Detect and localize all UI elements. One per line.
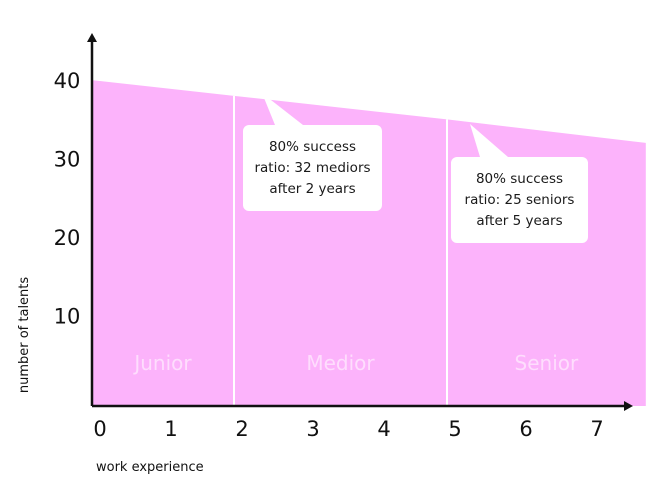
callout-line: 80% success bbox=[269, 139, 356, 155]
x-tick-label: 0 bbox=[93, 417, 106, 441]
callout-box bbox=[243, 125, 382, 211]
y-tick-label: 10 bbox=[54, 305, 81, 329]
band-label-senior: Senior bbox=[515, 351, 579, 375]
x-axis-arrow bbox=[624, 401, 633, 411]
band-label-medior: Medior bbox=[306, 351, 375, 375]
x-axis-title: work experience bbox=[96, 460, 204, 475]
y-tick-label: 30 bbox=[54, 148, 81, 172]
callout-box bbox=[451, 157, 588, 243]
callout-pointer bbox=[262, 93, 303, 125]
callout-line: after 2 years bbox=[269, 181, 355, 197]
y-axis-title: number of talents bbox=[17, 277, 32, 394]
x-tick-label: 5 bbox=[448, 417, 461, 441]
x-tick-label: 6 bbox=[519, 417, 532, 441]
y-axis-arrow bbox=[87, 33, 97, 42]
y-tick-label: 20 bbox=[54, 226, 81, 250]
x-tick-label: 4 bbox=[377, 417, 390, 441]
callout-line: after 5 years bbox=[476, 213, 562, 229]
callout-line: ratio: 25 seniors bbox=[465, 192, 575, 208]
x-tick-label: 2 bbox=[235, 417, 248, 441]
band-label-junior: Junior bbox=[132, 351, 192, 375]
callout-line: ratio: 32 mediors bbox=[254, 160, 370, 176]
x-tick-label: 7 bbox=[590, 417, 603, 441]
x-tick-label: 3 bbox=[306, 417, 319, 441]
callout-pointer bbox=[470, 124, 508, 157]
callout-line: 80% success bbox=[476, 171, 563, 187]
x-tick-label: 1 bbox=[164, 417, 177, 441]
y-tick-label: 40 bbox=[54, 69, 81, 93]
